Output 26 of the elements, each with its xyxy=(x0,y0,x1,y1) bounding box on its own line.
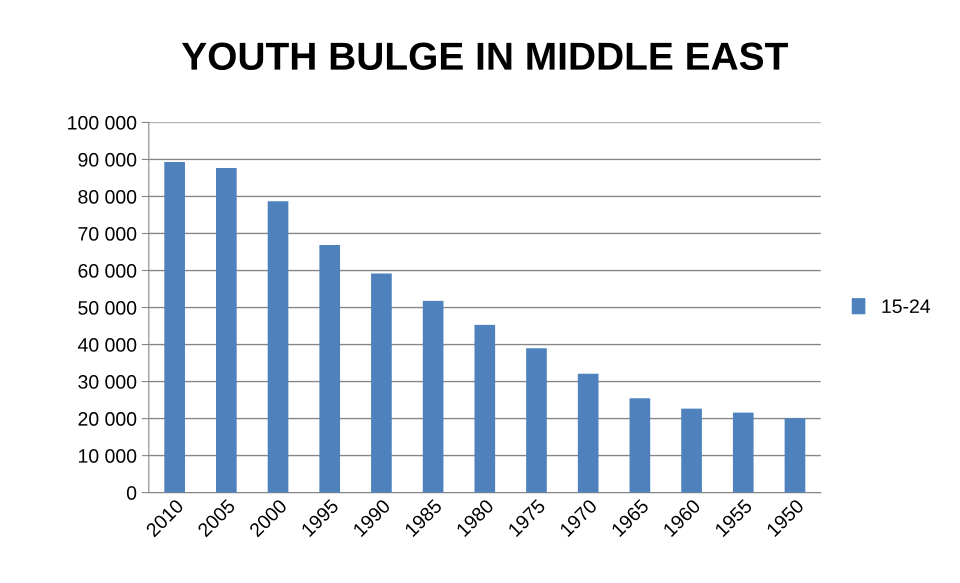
y-tick-label: 100 000 xyxy=(68,116,136,130)
bar xyxy=(319,244,340,493)
bar xyxy=(784,418,806,493)
y-tick-label: 60 000 xyxy=(78,264,136,278)
y-tick-label: 90 000 xyxy=(78,152,136,167)
legend-label: 15-24 xyxy=(882,299,930,314)
y-tick-label: 80 000 xyxy=(78,190,136,204)
y-tick-label: 50 000 xyxy=(78,301,136,315)
bar xyxy=(630,398,650,493)
bar xyxy=(164,162,185,493)
bar xyxy=(578,374,599,493)
y-tick-label: 0 xyxy=(126,486,136,500)
bar xyxy=(422,300,444,493)
y-tick-label: 30 000 xyxy=(78,375,136,389)
bar xyxy=(526,348,547,493)
bar xyxy=(681,408,702,493)
y-tick-label: 40 000 xyxy=(78,338,136,352)
y-tick-label: 10 000 xyxy=(79,449,136,463)
bar xyxy=(371,273,392,493)
bar xyxy=(732,412,754,493)
chart-title: YOUTH BULGE IN MIDDLE EAST xyxy=(182,42,788,70)
bar xyxy=(268,201,288,493)
y-tick-label: 20 000 xyxy=(78,412,136,426)
y-tick-label: 70 000 xyxy=(78,226,136,241)
bar xyxy=(216,168,237,493)
bar xyxy=(474,324,496,493)
